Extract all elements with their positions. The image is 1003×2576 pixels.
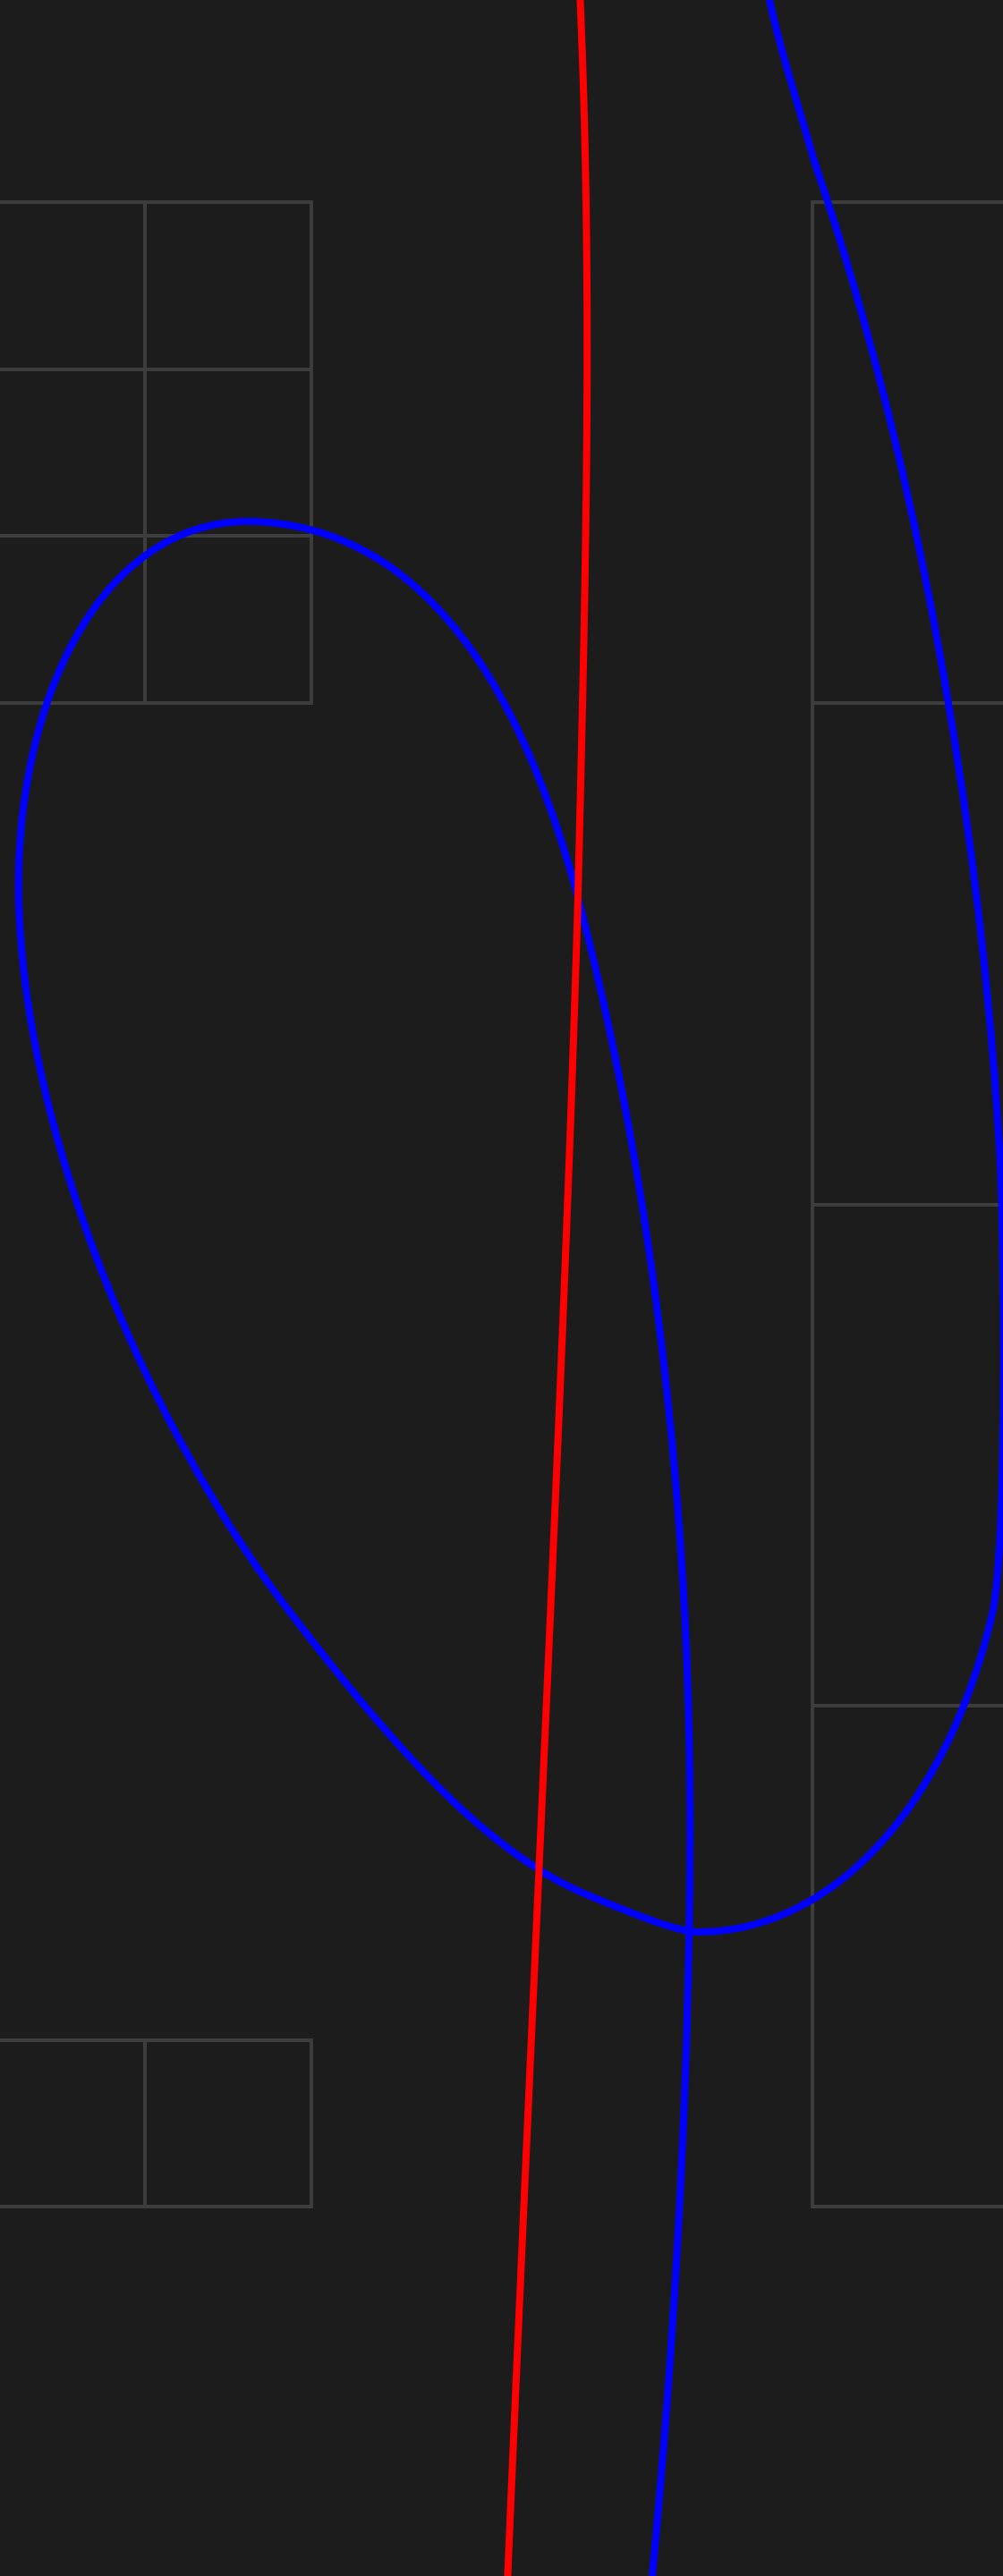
- grid-cell: [143, 2038, 313, 2208]
- grid-cell: [143, 534, 313, 705]
- curves: [14, 0, 1003, 2576]
- blue-ellipse: [14, 0, 1003, 1936]
- panel-bottom-left: [0, 2038, 313, 2208]
- grid-cell: [811, 1704, 1003, 2208]
- blue-inner-curve: [251, 518, 694, 2576]
- panel-right: [811, 200, 1003, 2208]
- grid-panels: [0, 200, 1003, 2208]
- panel-top-left: [0, 200, 313, 705]
- red-line: [504, 0, 591, 2576]
